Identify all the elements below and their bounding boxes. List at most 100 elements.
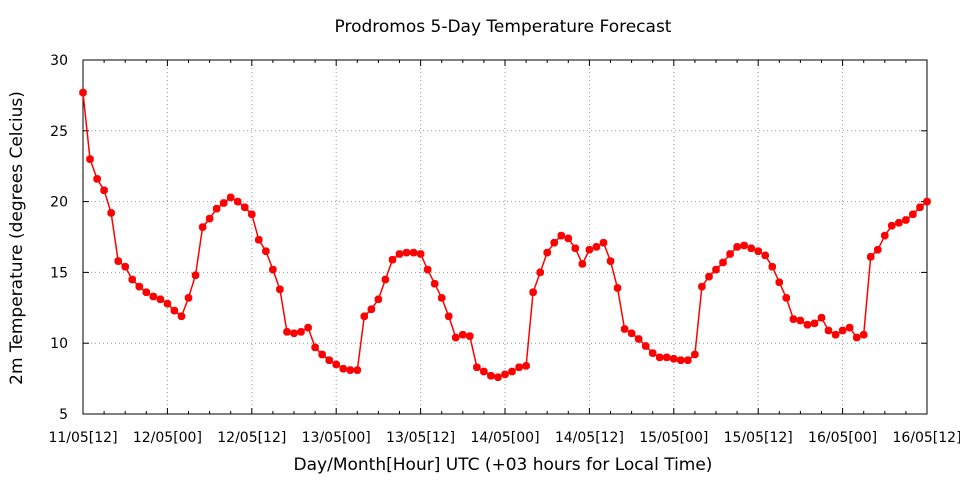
y-tick-label: 25	[50, 124, 68, 140]
x-axis-label: Day/Month[Hour] UTC (+03 hours for Local…	[294, 455, 713, 475]
data-point	[592, 243, 601, 251]
data-point	[677, 356, 685, 364]
data-point	[536, 268, 544, 277]
data-point	[374, 295, 383, 304]
data-point	[135, 282, 144, 291]
data-point	[895, 219, 903, 227]
data-point	[388, 255, 397, 264]
data-point	[142, 288, 151, 296]
data-point	[782, 294, 791, 302]
data-point	[156, 295, 165, 304]
y-tick-label: 20	[50, 195, 68, 211]
data-point	[620, 325, 629, 333]
data-point	[557, 231, 566, 240]
data-point	[283, 328, 291, 336]
data-point	[874, 245, 882, 254]
data-point	[838, 326, 847, 335]
data-point	[663, 353, 671, 362]
data-point	[269, 265, 277, 274]
data-point	[606, 257, 615, 265]
data-point	[437, 294, 446, 302]
data-point	[444, 312, 453, 321]
data-point	[859, 330, 868, 339]
data-point	[852, 333, 861, 342]
data-point	[698, 282, 706, 291]
data-point	[726, 250, 734, 258]
data-point	[79, 88, 87, 97]
data-point	[803, 321, 812, 329]
data-point	[789, 315, 798, 323]
data-point	[902, 216, 910, 224]
data-point	[318, 350, 326, 359]
data-point	[487, 372, 495, 380]
x-tick-label: 12/05[00]	[133, 430, 202, 446]
data-point	[346, 366, 355, 374]
x-tick-label: 11/05[12]	[48, 430, 117, 446]
data-point	[796, 316, 805, 325]
data-point	[831, 330, 840, 339]
data-point	[543, 248, 551, 257]
data-point	[262, 247, 270, 255]
series-line	[82, 92, 928, 378]
data-point	[402, 248, 411, 257]
x-tick-label: 12/05[12]	[217, 430, 286, 446]
data-point	[810, 319, 819, 328]
data-point	[93, 175, 101, 183]
data-point	[128, 275, 136, 284]
data-point	[571, 244, 580, 253]
data-point	[184, 294, 193, 302]
data-point	[311, 343, 319, 352]
data-point	[747, 244, 755, 253]
data-point	[705, 272, 713, 281]
data-point	[824, 326, 833, 335]
data-point	[613, 284, 622, 292]
x-tick-label: 14/05[12]	[555, 430, 624, 446]
data-point	[648, 349, 657, 357]
data-point	[360, 312, 369, 321]
data-point	[670, 355, 678, 363]
data-point	[121, 262, 129, 271]
data-point	[381, 275, 390, 284]
x-tick-label: 16/05[12]	[892, 430, 960, 446]
data-point	[339, 364, 347, 373]
x-tick-label: 16/05[00]	[808, 430, 877, 446]
data-point	[845, 323, 854, 332]
x-tick-label: 13/05[12]	[386, 430, 455, 446]
data-point	[529, 288, 537, 296]
data-point	[100, 186, 108, 195]
data-point	[578, 260, 587, 268]
data-point	[761, 251, 769, 260]
data-point	[923, 197, 931, 206]
y-tick-label: 15	[50, 265, 68, 281]
data-point	[198, 223, 207, 231]
data-point	[599, 238, 608, 247]
data-point	[149, 292, 158, 301]
data-point	[205, 214, 214, 223]
data-point	[255, 236, 263, 244]
y-tick-label: 5	[59, 407, 68, 423]
data-point	[768, 262, 777, 271]
data-point	[367, 305, 376, 313]
data-point	[585, 245, 594, 254]
data-point	[775, 278, 784, 287]
data-point	[550, 238, 558, 247]
data-point	[248, 210, 256, 219]
y-axis-label: 2m Temperature (degrees Celcius)	[7, 91, 27, 385]
data-point	[916, 203, 924, 212]
series	[79, 88, 931, 381]
data-point	[191, 271, 200, 279]
data-point	[740, 241, 748, 250]
x-tick-label: 15/05[12]	[724, 430, 793, 446]
x-tick-label: 15/05[00]	[639, 430, 708, 446]
data-point	[466, 332, 474, 340]
chart-title: Prodromos 5-Day Temperature Forecast	[335, 17, 672, 37]
x-tick-label: 13/05[00]	[302, 430, 371, 446]
data-point	[691, 350, 699, 359]
data-point	[395, 250, 404, 258]
data-point	[177, 312, 186, 321]
data-point	[86, 155, 94, 163]
data-point	[909, 210, 917, 219]
data-point	[634, 335, 643, 343]
